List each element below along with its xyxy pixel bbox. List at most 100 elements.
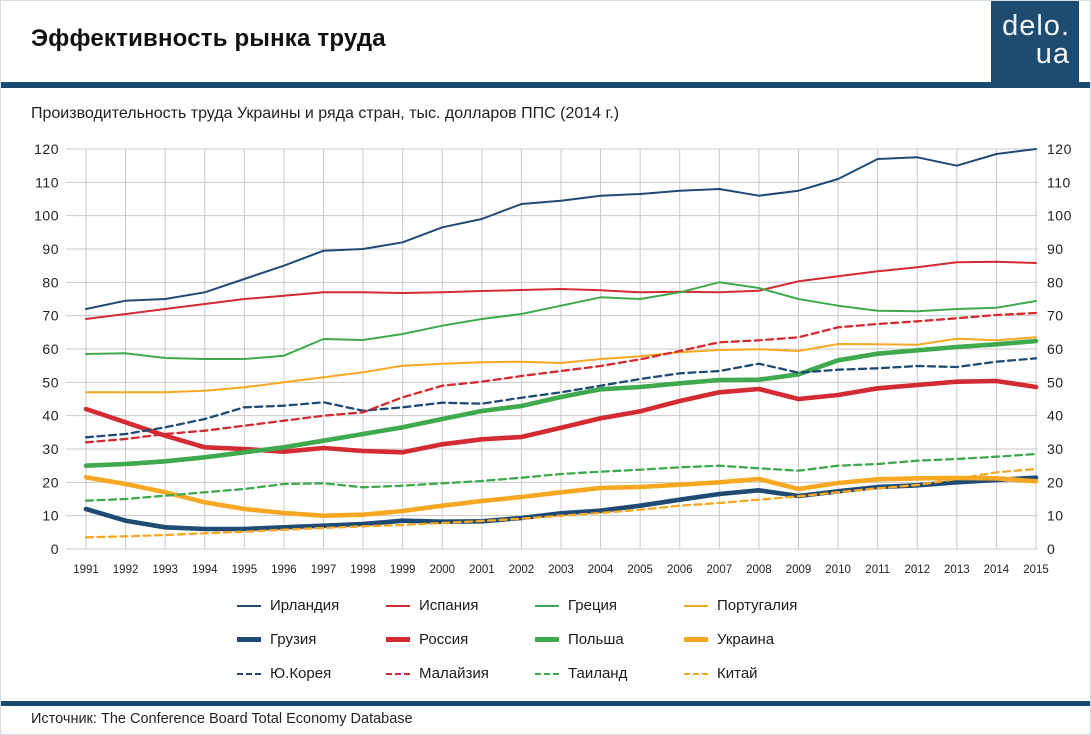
x-axis-label: 2006: [667, 564, 693, 576]
legend-line-sample-portugal: [684, 604, 708, 607]
source-caption: Источник: The Conference Board Total Eco…: [31, 711, 413, 727]
y-axis-label-right: 110: [1047, 174, 1071, 190]
series-line-ukraine: [83, 474, 1039, 519]
series-line-thailand: [84, 452, 1038, 502]
series-line-skorea: [84, 357, 1038, 439]
legend-line-sample-georgia: [237, 637, 261, 642]
legend-line-sample-malaysia: [386, 672, 410, 675]
y-axis-label-right: 30: [1047, 441, 1064, 457]
x-axis-label: 2014: [984, 564, 1010, 576]
y-axis-label-right: 100: [1047, 208, 1072, 224]
legend-item-russia: Россия: [386, 629, 535, 650]
logo-text-ua: ua: [1035, 38, 1070, 70]
legend-line-sample-greece: [535, 604, 559, 607]
delo-ua-logo: delo. ua: [991, 1, 1079, 82]
x-axis-label: 2004: [588, 564, 614, 576]
x-axis-label: 2005: [627, 564, 653, 576]
series-line-portugal: [85, 336, 1037, 394]
legend-line-sample-poland: [535, 637, 559, 642]
legend-line-sample-ireland: [237, 604, 261, 607]
legend-label: Ю.Корея: [270, 665, 332, 682]
x-axis-label: 2000: [429, 564, 455, 576]
x-axis-label: 2001: [469, 564, 495, 576]
legend-line-sample-china: [684, 672, 708, 675]
series-line-malaysia: [84, 311, 1038, 444]
legend-item-thailand: Таиланд: [535, 663, 684, 684]
legend-item-portugal: Португалия: [684, 595, 854, 616]
series-line-china: [84, 467, 1038, 539]
x-axis-label: 2013: [944, 564, 970, 576]
legend-item-greece: Греция: [535, 595, 684, 616]
legend-label: Ирландия: [270, 597, 340, 614]
y-axis-label-left: 90: [42, 241, 59, 257]
x-axis-label: 2009: [786, 564, 812, 576]
productivity-line-chart: 0 0 10 10 20 20 30 30 40 40 50 50 60 60 70 70 80 80 90 90 10…: [34, 141, 1072, 576]
x-axis-label: 1997: [311, 564, 337, 576]
x-axis-label: 2012: [904, 564, 930, 576]
x-axis-label: 1992: [113, 564, 139, 576]
y-axis-label-right: 40: [1047, 408, 1064, 424]
y-axis-label-left: 100: [34, 208, 59, 224]
legend-label: Испания: [419, 597, 479, 614]
y-axis-label-left: 110: [35, 174, 59, 190]
y-axis-label-right: 70: [1047, 308, 1064, 324]
x-axis-label: 2008: [746, 564, 772, 576]
legend-line-sample-skorea: [237, 672, 261, 675]
y-axis-label-right: 90: [1047, 241, 1064, 257]
legend-line-sample-ukraine: [684, 637, 708, 642]
x-axis-label: 1993: [152, 564, 178, 576]
legend-line-sample-spain: [386, 604, 410, 607]
x-axis-label: 2011: [865, 564, 890, 576]
y-axis-label-right: 120: [1047, 141, 1072, 157]
page-title: Эффективность рынка труда: [31, 25, 386, 52]
x-axis-label: 1998: [350, 564, 376, 576]
legend-label: Малайзия: [419, 665, 489, 682]
legend-label: Таиланд: [568, 665, 628, 682]
legend-line-sample-russia: [386, 637, 410, 642]
y-axis-label-right: 20: [1047, 474, 1064, 490]
chart-subtitle: Производительность труда Украины и ряда …: [31, 105, 620, 122]
x-axis-label: 1999: [390, 564, 416, 576]
series-line-russia: [83, 378, 1039, 455]
y-axis-label-left: 120: [34, 141, 59, 157]
legend-item-ireland: Ирландия: [237, 595, 386, 616]
legend-item-malaysia: Малайзия: [386, 663, 535, 684]
x-axis-label: 2007: [707, 564, 733, 576]
legend-label: Португалия: [717, 597, 798, 614]
y-axis-label-left: 50: [42, 374, 59, 390]
legend-label: Россия: [419, 631, 469, 648]
series-line-ireland: [85, 148, 1037, 310]
footer-divider-rule: [1, 701, 1090, 706]
series-line-poland: [83, 338, 1039, 469]
y-axis-label-left: 0: [51, 541, 59, 557]
series-line-greece: [85, 281, 1037, 360]
legend-label: Польша: [568, 631, 624, 648]
legend-label: Украина: [717, 631, 775, 648]
legend-item-skorea: Ю.Корея: [237, 663, 386, 684]
legend-label: Грузия: [270, 631, 317, 648]
legend-item-spain: Испания: [386, 595, 535, 616]
y-axis-label-right: 0: [1047, 541, 1055, 557]
x-axis-label: 2015: [1023, 564, 1049, 576]
y-axis-label-left: 20: [42, 474, 59, 490]
series-line-spain: [85, 260, 1037, 320]
x-axis-label: 2010: [825, 564, 851, 576]
series-line-georgia: [83, 475, 1039, 532]
legend-label: Греция: [568, 597, 618, 614]
logo-text-delo: delo.: [1002, 10, 1070, 42]
chart-legend: Ирландия Испания Греция Португалия Грузия Рос…: [237, 595, 854, 684]
legend-item-china: Китай: [684, 663, 854, 684]
y-axis-label-left: 60: [42, 341, 59, 357]
x-axis-label: 2003: [548, 564, 574, 576]
x-axis-label: 1995: [232, 564, 258, 576]
legend-line-sample-thailand: [535, 672, 559, 675]
y-axis-label-left: 10: [42, 508, 59, 524]
y-axis-label-right: 10: [1047, 508, 1064, 524]
legend-item-poland: Польша: [535, 629, 684, 650]
x-axis-label: 1996: [271, 564, 297, 576]
header-divider-rule: [1, 82, 1090, 88]
y-axis-label-left: 80: [42, 274, 59, 290]
y-axis-label-right: 60: [1047, 341, 1064, 357]
legend-item-georgia: Грузия: [237, 629, 386, 650]
